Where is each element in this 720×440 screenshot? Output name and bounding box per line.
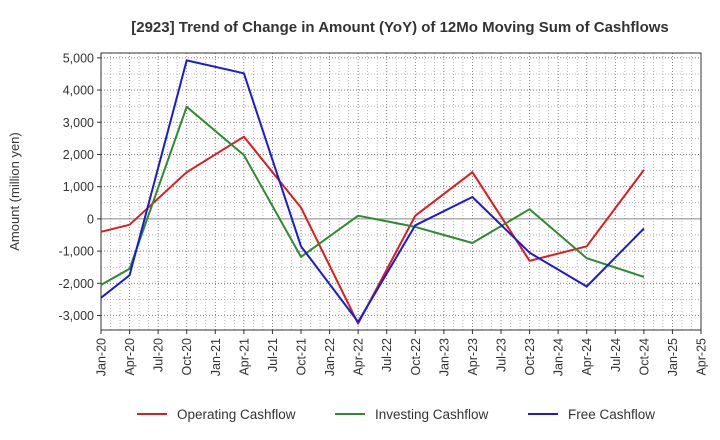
plot-background (101, 53, 701, 330)
x-tick-label: Apr-23 (466, 338, 480, 376)
y-tick-label: 2,000 (63, 148, 94, 162)
x-tick-label: Oct-20 (180, 338, 194, 376)
y-tick-label: -2,000 (59, 277, 94, 291)
x-tick-label: Jan-22 (323, 338, 337, 376)
y-tick-label: 5,000 (63, 51, 94, 65)
x-tick-label: Jan-21 (209, 338, 223, 376)
series-line-investing-cashflow (100, 105, 645, 286)
y-tick-label: -3,000 (59, 309, 94, 323)
x-tick-label: Jul-20 (152, 338, 166, 372)
plot-area: 5,000 4,000 3,000 2,000 1,000 0 -1,000 -2,000 -3… (59, 51, 709, 376)
x-tick-label: Jan-25 (666, 338, 680, 376)
x-tick-label: Apr-25 (695, 338, 709, 376)
x-tick-label: Jan-23 (437, 338, 451, 376)
x-tick-label: Apr-24 (580, 338, 594, 376)
x-tick-label: Apr-20 (123, 338, 137, 376)
plot-frame (100, 52, 702, 331)
series-line-free-cashflow (100, 59, 645, 323)
x-tick-label: Oct-24 (637, 338, 651, 376)
y-tick-label: 1,000 (63, 180, 94, 194)
x-tick-label: Apr-22 (352, 338, 366, 376)
legend-label-operating-cashflow: Operating Cashflow (177, 407, 296, 422)
x-tick-label: Jan-20 (95, 338, 109, 376)
x-tick-label: Jul-21 (266, 338, 280, 372)
y-tick-label: 4,000 (63, 84, 94, 98)
x-tick-label: Jan-24 (552, 338, 566, 376)
x-tick-label: Jul-23 (495, 338, 509, 372)
y-axis-label: Amount (million yen) (7, 132, 22, 251)
chart-title: [2923] Trend of Change in Amount (YoY) o… (131, 19, 669, 36)
x-tick-label: Oct-23 (523, 338, 537, 376)
x-tick-label: Oct-21 (295, 338, 309, 376)
series-line-operating-cashflow (100, 135, 645, 325)
y-tick-label: -1,000 (59, 245, 94, 259)
x-tick-label: Jul-24 (609, 338, 623, 372)
legend: Operating Cashflow Investing Cashflow Free… (137, 407, 655, 422)
x-tick-label: Jul-22 (380, 338, 394, 372)
legend-label-free-cashflow: Free Cashflow (568, 407, 655, 422)
x-tick-label: Oct-22 (409, 338, 423, 376)
y-tick-label: 0 (87, 212, 94, 226)
legend-label-investing-cashflow: Investing Cashflow (375, 407, 489, 422)
x-tick-label: Apr-21 (237, 338, 251, 376)
y-tick-label: 3,000 (63, 116, 94, 130)
